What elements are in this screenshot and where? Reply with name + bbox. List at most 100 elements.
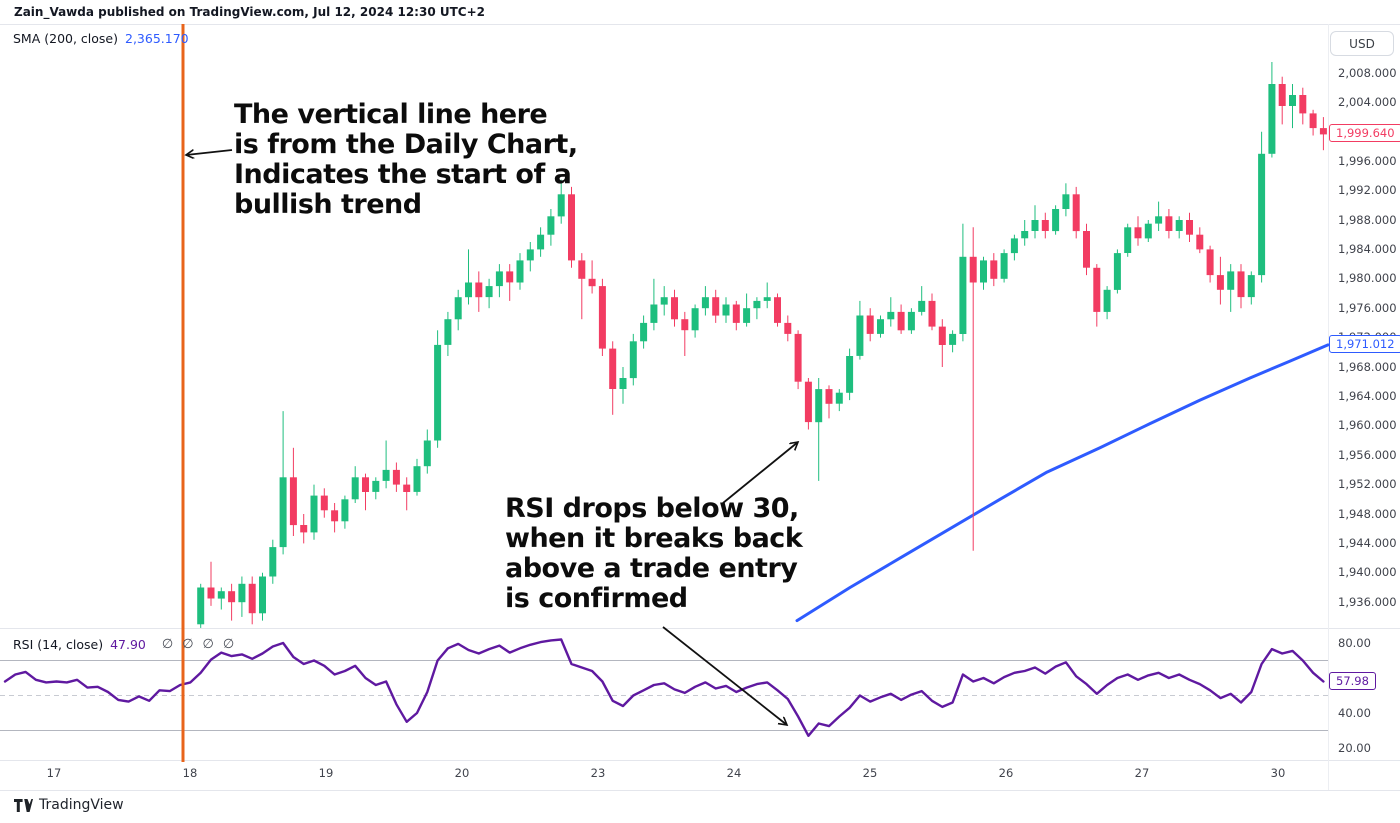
rsi-hidden-value-icons: ∅ ∅ ∅ ∅ (153, 636, 234, 652)
candle-body (629, 341, 637, 379)
rsi-line[interactable] (3, 638, 1325, 737)
candle-body (619, 378, 627, 389)
candle-body (887, 311, 895, 320)
candle-body (907, 311, 915, 331)
candle-body (1289, 95, 1296, 106)
candle-body (928, 300, 936, 327)
candle-body (671, 297, 678, 320)
candle-body (598, 286, 606, 349)
annotation-line: Indicates the start of a (234, 159, 572, 190)
candle-body (1216, 275, 1224, 290)
candle-body (289, 477, 297, 526)
rsi-legend-label: RSI (14, close) (13, 636, 104, 652)
candle-body (825, 389, 833, 404)
price-tick: 1,984.000 (1338, 241, 1397, 256)
price-tick: 1,960.000 (1338, 418, 1397, 433)
candle-body (434, 344, 442, 441)
candle-body (866, 315, 874, 334)
sma-legend-label: SMA (200, close) (13, 31, 118, 46)
candle-body (320, 495, 328, 511)
candle-body (1113, 253, 1121, 290)
sma-legend-value: 2,365.170 (125, 31, 189, 46)
candle-body (588, 278, 596, 287)
sma-indicator-legend[interactable]: SMA (200, close) 2,365.170 (13, 31, 189, 46)
price-tick: 1,980.000 (1338, 271, 1397, 286)
candle-body (1175, 220, 1183, 231)
vertical-line-annotation-text[interactable]: The vertical line here is from the Daily… (234, 100, 578, 220)
candle-body (578, 260, 586, 279)
candle-body (1258, 153, 1266, 276)
candle-body (1319, 128, 1327, 135)
candle-body (990, 260, 998, 279)
candle-body (1144, 223, 1152, 239)
candle-body (351, 477, 359, 500)
candle-body (475, 282, 483, 298)
candle-body (423, 440, 431, 467)
candle-body (310, 495, 318, 533)
candle-body (506, 271, 514, 283)
candle-body (784, 322, 792, 334)
candle-body (1010, 238, 1018, 254)
currency-toggle-button[interactable]: USD (1330, 31, 1394, 56)
candle-body (691, 308, 699, 331)
annotation-arrow[interactable] (722, 442, 798, 504)
empty-set-icon: ∅ (202, 637, 214, 652)
candle-body (454, 297, 462, 320)
candle-body (495, 271, 503, 287)
time-tick: 30 (1270, 766, 1286, 780)
candle-body (547, 216, 555, 235)
sma-200-line[interactable] (795, 343, 1330, 623)
candle-body (1021, 231, 1029, 239)
price-tick: 1,944.000 (1338, 535, 1397, 550)
candle-body (269, 547, 277, 577)
price-tick: 1,952.000 (1338, 477, 1397, 492)
last-price-label: 1,999.640 (1329, 124, 1400, 143)
candle-body (846, 356, 854, 393)
pane-divider[interactable] (0, 628, 1400, 629)
price-tick: 1,936.000 (1338, 594, 1397, 609)
rsi-legend-value: 47.90 (110, 636, 146, 652)
rsi-indicator-legend[interactable]: RSI (14, close) 47.90 ∅ ∅ ∅ ∅ (13, 636, 234, 653)
candle-body (1000, 253, 1008, 279)
tradingview-logo-icon (14, 798, 33, 812)
candle-body (1227, 271, 1235, 290)
annotation-line: RSI drops below 30, (505, 493, 799, 524)
tradingview-attribution[interactable]: TradingView (14, 797, 124, 813)
candle-body (794, 333, 802, 382)
price-tick: 1,948.000 (1338, 506, 1397, 521)
annotation-line: is from the Daily Chart, (234, 129, 578, 160)
candle-body (1196, 234, 1204, 250)
candle-body (774, 297, 781, 323)
annotation-line: above a trade entry (505, 553, 798, 584)
rsi-tick: 40.00 (1338, 705, 1371, 720)
candle-body (1155, 216, 1163, 224)
candle-body (969, 256, 977, 283)
time-tick: 26 (998, 766, 1014, 780)
empty-set-icon: ∅ (222, 637, 235, 652)
candle-body (248, 583, 256, 614)
candle-body (444, 319, 452, 345)
candle-body (1237, 271, 1245, 298)
rsi-annotation-text[interactable]: RSI drops below 30, when it breaks back … (505, 493, 803, 614)
annotation-arrow[interactable] (186, 150, 233, 155)
candle-body (1134, 227, 1142, 239)
candle-body (516, 260, 524, 283)
candle-body (1072, 194, 1080, 232)
price-axis-border (1328, 24, 1329, 790)
candle-body (712, 297, 720, 316)
candle-body (856, 315, 864, 356)
rsi-tick: 20.00 (1338, 740, 1371, 755)
candle-body (331, 510, 339, 522)
annotation-arrow[interactable] (662, 626, 787, 725)
candle-body (228, 591, 236, 603)
price-tick: 2,004.000 (1338, 94, 1397, 109)
candle-body (1186, 220, 1193, 235)
candle-body (732, 304, 740, 323)
annotation-line: bullish trend (234, 189, 422, 220)
candle-body (526, 249, 534, 261)
candle-body (701, 297, 709, 309)
candle-body (660, 297, 668, 305)
candle-body (259, 576, 266, 614)
candle-body (959, 256, 967, 334)
